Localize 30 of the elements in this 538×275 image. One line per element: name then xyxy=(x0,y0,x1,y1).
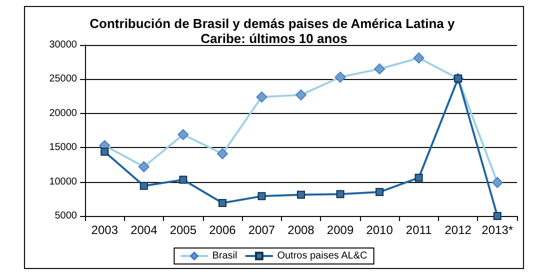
point xyxy=(179,176,188,184)
point xyxy=(218,199,226,208)
point xyxy=(336,190,344,198)
x-tick-label: 2007 xyxy=(248,223,276,237)
x-tick-label: 2011 xyxy=(406,223,432,237)
y-tick-label: 15000 xyxy=(49,142,78,154)
y-tick-label: 20000 xyxy=(49,108,78,119)
point xyxy=(376,188,384,196)
x-tick-label: 2009 xyxy=(326,223,354,237)
point xyxy=(258,192,266,200)
point xyxy=(140,182,148,190)
x-tick-label: 2004 xyxy=(130,223,158,237)
x-tick-label: 2005 xyxy=(170,223,197,237)
x-tick-label: 2013* xyxy=(482,223,514,237)
y-tick-label: 5000 xyxy=(54,210,78,222)
x-tick-label: 2012 xyxy=(444,223,472,237)
y-tick-label: 25000 xyxy=(49,74,78,85)
point xyxy=(100,148,109,156)
legend-label: Outros paises AL&C xyxy=(277,250,368,262)
x-tick-label: 2010 xyxy=(366,223,394,237)
y-tick-label: 10000 xyxy=(49,176,78,188)
point xyxy=(297,190,305,199)
y-tick-label: 30000 xyxy=(49,40,78,50)
point xyxy=(414,174,423,182)
x-tick-label: 2003 xyxy=(91,223,118,237)
point xyxy=(493,212,502,220)
legend-label: Brasil xyxy=(212,250,238,262)
chart-title: Contribución de Brasil y demás paises de América Latina y Caribe: últimos 10 anos xyxy=(90,16,458,46)
x-tick-label: 2006 xyxy=(209,223,236,237)
x-tick-label: 2008 xyxy=(288,223,315,237)
